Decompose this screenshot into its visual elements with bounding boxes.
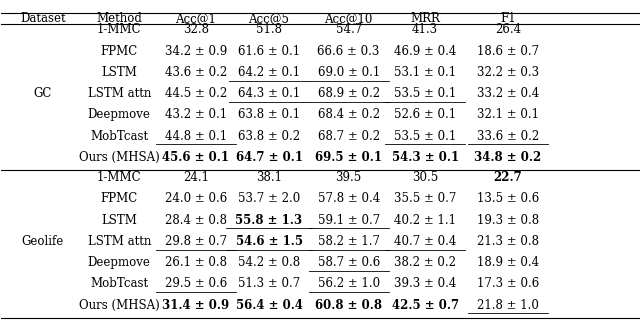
Text: 69.0 ± 0.1: 69.0 ± 0.1 (317, 66, 380, 79)
Text: 13.5 ± 0.6: 13.5 ± 0.6 (477, 192, 539, 205)
Text: 18.9 ± 0.4: 18.9 ± 0.4 (477, 256, 539, 269)
Text: Acc@1: Acc@1 (175, 12, 216, 25)
Text: 38.2 ± 0.2: 38.2 ± 0.2 (394, 256, 456, 269)
Text: 29.8 ± 0.7: 29.8 ± 0.7 (164, 235, 227, 248)
Text: 40.7 ± 0.4: 40.7 ± 0.4 (394, 235, 456, 248)
Text: 54.3 ± 0.1: 54.3 ± 0.1 (392, 151, 459, 164)
Text: F1: F1 (500, 12, 516, 25)
Text: 34.2 ± 0.9: 34.2 ± 0.9 (164, 45, 227, 58)
Text: 24.1: 24.1 (183, 171, 209, 184)
Text: 21.8 ± 1.0: 21.8 ± 1.0 (477, 299, 539, 312)
Text: 61.6 ± 0.1: 61.6 ± 0.1 (238, 45, 300, 58)
Text: 26.1 ± 0.8: 26.1 ± 0.8 (164, 256, 227, 269)
Text: LSTM attn: LSTM attn (88, 87, 151, 100)
Text: 40.2 ± 1.1: 40.2 ± 1.1 (394, 214, 456, 227)
Text: 30.5: 30.5 (412, 171, 438, 184)
Text: 42.5 ± 0.7: 42.5 ± 0.7 (392, 299, 459, 312)
Text: 1-MMC: 1-MMC (97, 24, 141, 37)
Text: 38.1: 38.1 (256, 171, 282, 184)
Text: 28.4 ± 0.8: 28.4 ± 0.8 (164, 214, 227, 227)
Text: MobTcast: MobTcast (90, 277, 148, 290)
Text: 39.3 ± 0.4: 39.3 ± 0.4 (394, 277, 456, 290)
Text: Acc@5: Acc@5 (248, 12, 289, 25)
Text: Deepmove: Deepmove (88, 109, 150, 121)
Text: 46.9 ± 0.4: 46.9 ± 0.4 (394, 45, 456, 58)
Text: 69.5 ± 0.1: 69.5 ± 0.1 (315, 151, 382, 164)
Text: 68.4 ± 0.2: 68.4 ± 0.2 (317, 109, 380, 121)
Text: 31.4 ± 0.9: 31.4 ± 0.9 (162, 299, 229, 312)
Text: 44.5 ± 0.2: 44.5 ± 0.2 (164, 87, 227, 100)
Text: Acc@10: Acc@10 (324, 12, 373, 25)
Text: 54.2 ± 0.8: 54.2 ± 0.8 (238, 256, 300, 269)
Text: FPMC: FPMC (100, 45, 138, 58)
Text: 64.7 ± 0.1: 64.7 ± 0.1 (236, 151, 303, 164)
Text: 58.7 ± 0.6: 58.7 ± 0.6 (317, 256, 380, 269)
Text: 51.3 ± 0.7: 51.3 ± 0.7 (238, 277, 300, 290)
Text: 59.1 ± 0.7: 59.1 ± 0.7 (317, 214, 380, 227)
Text: 68.9 ± 0.2: 68.9 ± 0.2 (317, 87, 380, 100)
Text: Geolife: Geolife (22, 235, 64, 248)
Text: 56.4 ± 0.4: 56.4 ± 0.4 (236, 299, 303, 312)
Text: GC: GC (34, 87, 52, 100)
Text: 45.6 ± 0.1: 45.6 ± 0.1 (163, 151, 229, 164)
Text: Ours (MHSA): Ours (MHSA) (79, 299, 159, 312)
Text: 17.3 ± 0.6: 17.3 ± 0.6 (477, 277, 539, 290)
Text: 63.8 ± 0.2: 63.8 ± 0.2 (238, 130, 300, 143)
Text: 43.2 ± 0.1: 43.2 ± 0.1 (164, 109, 227, 121)
Text: Method: Method (97, 12, 142, 25)
Text: 43.6 ± 0.2: 43.6 ± 0.2 (164, 66, 227, 79)
Text: 66.6 ± 0.3: 66.6 ± 0.3 (317, 45, 380, 58)
Text: 26.4: 26.4 (495, 24, 521, 37)
Text: 54.7: 54.7 (335, 24, 362, 37)
Text: 33.2 ± 0.4: 33.2 ± 0.4 (477, 87, 539, 100)
Text: Dataset: Dataset (20, 12, 66, 25)
Text: LSTM attn: LSTM attn (88, 235, 151, 248)
Text: 52.6 ± 0.1: 52.6 ± 0.1 (394, 109, 456, 121)
Text: 22.7: 22.7 (493, 171, 522, 184)
Text: Ours (MHSA): Ours (MHSA) (79, 151, 159, 164)
Text: 55.8 ± 1.3: 55.8 ± 1.3 (236, 214, 303, 227)
Text: Deepmove: Deepmove (88, 256, 150, 269)
Text: 53.1 ± 0.1: 53.1 ± 0.1 (394, 66, 456, 79)
Text: 39.5: 39.5 (335, 171, 362, 184)
Text: 18.6 ± 0.7: 18.6 ± 0.7 (477, 45, 539, 58)
Text: 58.2 ± 1.7: 58.2 ± 1.7 (317, 235, 380, 248)
Text: 21.3 ± 0.8: 21.3 ± 0.8 (477, 235, 539, 248)
Text: 57.8 ± 0.4: 57.8 ± 0.4 (317, 192, 380, 205)
Text: MobTcast: MobTcast (90, 130, 148, 143)
Text: 19.3 ± 0.8: 19.3 ± 0.8 (477, 214, 539, 227)
Text: 44.8 ± 0.1: 44.8 ± 0.1 (164, 130, 227, 143)
Text: 32.1 ± 0.1: 32.1 ± 0.1 (477, 109, 539, 121)
Text: 64.2 ± 0.1: 64.2 ± 0.1 (238, 66, 300, 79)
Text: FPMC: FPMC (100, 192, 138, 205)
Text: 41.3: 41.3 (412, 24, 438, 37)
Text: 35.5 ± 0.7: 35.5 ± 0.7 (394, 192, 456, 205)
Text: 53.7 ± 2.0: 53.7 ± 2.0 (238, 192, 300, 205)
Text: 63.8 ± 0.1: 63.8 ± 0.1 (238, 109, 300, 121)
Text: 64.3 ± 0.1: 64.3 ± 0.1 (238, 87, 300, 100)
Text: 51.8: 51.8 (256, 24, 282, 37)
Text: 68.7 ± 0.2: 68.7 ± 0.2 (317, 130, 380, 143)
Text: LSTM: LSTM (101, 214, 137, 227)
Text: 32.8: 32.8 (183, 24, 209, 37)
Text: LSTM: LSTM (101, 66, 137, 79)
Text: 33.6 ± 0.2: 33.6 ± 0.2 (477, 130, 539, 143)
Text: 29.5 ± 0.6: 29.5 ± 0.6 (164, 277, 227, 290)
Text: 54.6 ± 1.5: 54.6 ± 1.5 (236, 235, 303, 248)
Text: 24.0 ± 0.6: 24.0 ± 0.6 (164, 192, 227, 205)
Text: 1-MMC: 1-MMC (97, 171, 141, 184)
Text: 53.5 ± 0.1: 53.5 ± 0.1 (394, 87, 456, 100)
Text: 32.2 ± 0.3: 32.2 ± 0.3 (477, 66, 539, 79)
Text: 34.8 ± 0.2: 34.8 ± 0.2 (474, 151, 541, 164)
Text: MRR: MRR (410, 12, 440, 25)
Text: 56.2 ± 1.0: 56.2 ± 1.0 (317, 277, 380, 290)
Text: 60.8 ± 0.8: 60.8 ± 0.8 (315, 299, 382, 312)
Text: 53.5 ± 0.1: 53.5 ± 0.1 (394, 130, 456, 143)
